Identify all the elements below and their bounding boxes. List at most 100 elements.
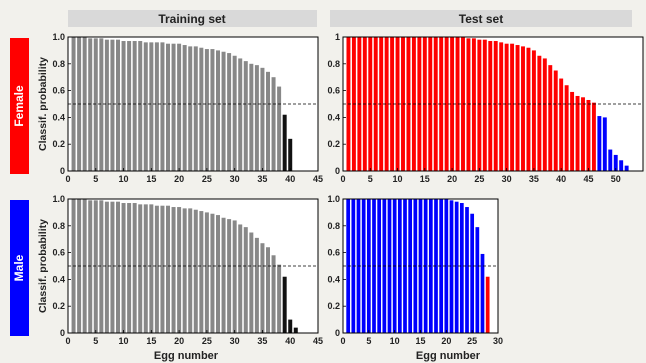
test-female-bar [515, 45, 520, 171]
test-female-xtick-label: 10 [393, 174, 403, 184]
training-female-bar [282, 114, 287, 171]
test-female-xtick-label: 0 [340, 174, 345, 184]
training-female-bar [127, 41, 132, 171]
male-row-label-bar [10, 200, 29, 336]
test-female-bar [439, 37, 444, 171]
training-female-bar [204, 49, 209, 172]
training-female-bar [132, 41, 137, 171]
test-female-axes-frame [342, 36, 644, 172]
test-male-ytick-label: 0.6 [327, 248, 340, 258]
test-female-bar [477, 39, 482, 172]
training-male-bar [154, 205, 159, 333]
training-female-xtick-label: 20 [174, 174, 184, 184]
training-female-panel: 0 5 10 15 20 25 30 35 40 45 0 0.2 0.4 0.6 0.8 1.0 [52, 32, 323, 184]
male-row-label: Male [12, 254, 26, 281]
training-male-bar [266, 247, 270, 333]
test-female-bar [450, 37, 455, 171]
training-male-axes-frame [67, 198, 319, 334]
test-female-ytick-label: 0.4 [327, 112, 340, 122]
test-female-bar [444, 37, 449, 171]
test-male-xtick-label: 15 [415, 336, 425, 346]
training-male-bar [277, 264, 282, 333]
test-male-xtick-label: 0 [340, 336, 345, 346]
test-male-bar [439, 199, 444, 333]
training-male-bar [177, 207, 182, 333]
test-female-bar [613, 154, 618, 171]
test-female-bar [624, 165, 629, 171]
test-female-bar [482, 39, 487, 172]
training-male-bar [99, 200, 104, 333]
female-row-label: Female [12, 85, 26, 127]
xlabel-training: Egg number [154, 350, 219, 362]
test-female-bar [521, 46, 525, 171]
training-male-xtick-label: 0 [65, 336, 70, 346]
training-female-xtick-label: 10 [119, 174, 129, 184]
test-female-xtick-label: 40 [556, 174, 566, 184]
training-female-bar [210, 49, 215, 172]
test-male-bar [459, 203, 464, 333]
test-male-xtick-label: 25 [467, 336, 477, 346]
test-female-ytick-label: 0.2 [327, 139, 340, 149]
training-male-xtick-label: 30 [230, 336, 240, 346]
test-male-bar [444, 199, 449, 333]
training-female-xtick-label: 15 [146, 174, 156, 184]
training-male-bar [116, 201, 120, 333]
training-male-bar [166, 205, 170, 333]
training-male-bar [171, 207, 176, 333]
test-male-xtick-label: 20 [441, 336, 451, 346]
training-male-bar [127, 203, 132, 333]
test-female-bar [488, 41, 493, 171]
training-male-bar [282, 276, 287, 333]
training-male-bar [232, 220, 237, 333]
training-male-ytick-label: 0.6 [52, 248, 65, 258]
test-female-bar [395, 37, 400, 171]
test-male-ytick-label: 1.0 [327, 194, 340, 204]
test-female-bar [499, 42, 504, 171]
training-female-ytick-label: 0 [60, 166, 65, 176]
test-female-bar [597, 116, 602, 171]
test-female-bar [455, 37, 460, 171]
test-male-ytick-label: 0 [335, 328, 340, 338]
training-female-xtick-label: 45 [313, 174, 323, 184]
ylabel-male: Classif. probability [37, 219, 49, 313]
training-male-bar [199, 211, 204, 333]
test-male-bar [475, 227, 480, 333]
training-male-ytick-label: 0.4 [52, 274, 65, 284]
test-male-ytick-label: 0.4 [327, 274, 340, 284]
training-male-bar [143, 204, 148, 333]
training-female-xtick-label: 25 [202, 174, 212, 184]
training-male-bar [193, 209, 198, 333]
training-male-bar [227, 219, 232, 333]
training-female-bar [177, 43, 182, 172]
training-female-bar [143, 42, 148, 171]
training-female-bar [93, 38, 98, 172]
test-female-bar [384, 37, 389, 171]
test-female-xtick-label: 20 [447, 174, 457, 184]
test-female-xtick-label: 35 [529, 174, 539, 184]
training-female-bar [99, 38, 104, 172]
training-female-bar [277, 86, 282, 171]
test-female-ytick-label: 0.8 [327, 59, 340, 69]
test-female-panel: 0 5 10 15 20 25 30 35 40 45 50 0 0.2 0.4 0.6 0.8 1 [327, 32, 644, 184]
test-header-bar [330, 10, 632, 27]
female-row-label-bar [10, 38, 29, 174]
test-female-bar [586, 99, 591, 171]
test-female-bar [466, 38, 471, 172]
test-male-bar [470, 213, 475, 333]
training-female-ytick-label: 1.0 [52, 32, 65, 42]
test-female-bar [581, 97, 585, 171]
training-female-bar [266, 71, 270, 171]
test-male-xtick-label: 30 [493, 336, 503, 346]
training-male-bar [254, 237, 259, 333]
training-male-bar [121, 203, 126, 333]
training-male-bar [204, 212, 209, 333]
test-female-bar [619, 160, 624, 171]
test-male-bar [449, 200, 454, 333]
training-male-xtick-label: 40 [285, 336, 295, 346]
training-male-xtick-label: 10 [119, 336, 129, 346]
test-male-bar [465, 207, 469, 333]
test-female-ytick-label: 1 [335, 32, 340, 42]
training-female-xtick-label: 5 [93, 174, 98, 184]
training-female-bar [232, 55, 237, 172]
test-female-bar [602, 117, 607, 171]
